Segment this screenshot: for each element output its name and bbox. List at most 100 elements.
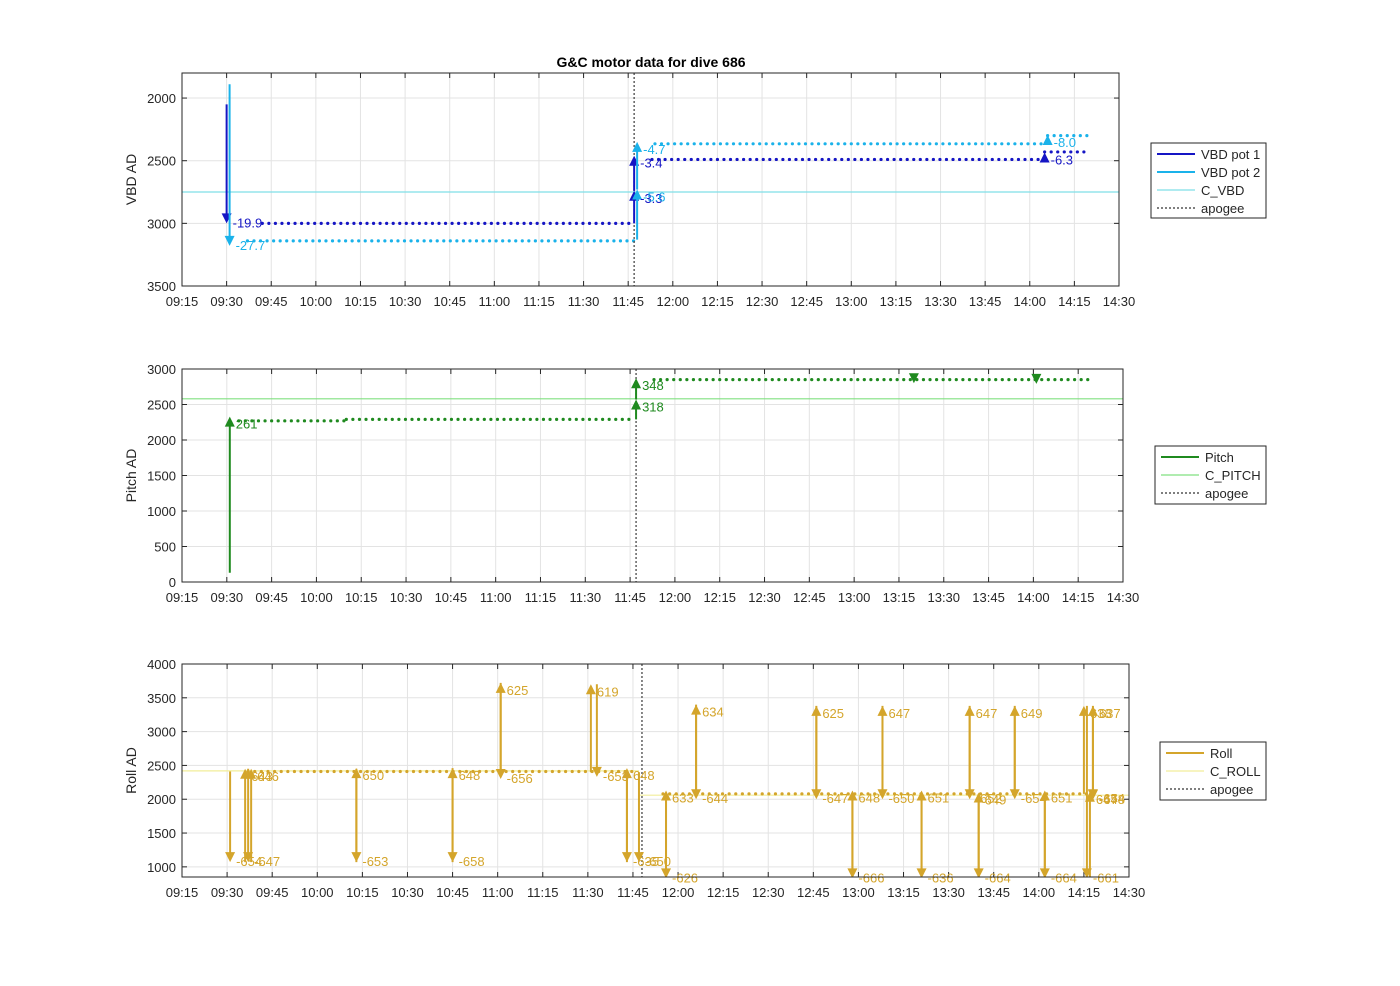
data-point <box>742 157 746 162</box>
x-tick-label: 13:00 <box>842 885 875 900</box>
data-point <box>568 417 572 422</box>
y-tick-label: 1500 <box>147 469 176 484</box>
data-point <box>502 221 507 225</box>
data-point <box>587 417 592 422</box>
data-point <box>748 157 752 162</box>
data-point <box>411 769 416 774</box>
data-point <box>1064 792 1069 796</box>
data-point <box>750 378 755 382</box>
arrow-head <box>847 790 858 801</box>
data-point <box>291 239 295 243</box>
data-point <box>509 221 513 225</box>
data-point <box>757 378 761 382</box>
legend-entry: apogee <box>1201 201 1244 216</box>
data-point <box>964 157 968 162</box>
data-point <box>391 221 395 225</box>
arrow-label: -6.3 <box>1051 153 1073 168</box>
x-tick-label: 11:45 <box>614 590 646 605</box>
arrow-label: -644 <box>702 791 728 806</box>
data-point <box>370 239 374 243</box>
data-point <box>339 221 343 225</box>
data-point <box>985 792 989 796</box>
data-point <box>895 378 899 382</box>
data-point <box>610 769 614 774</box>
arrow-label: -647 <box>254 854 280 869</box>
data-point <box>237 419 241 423</box>
x-tick-label: 14:30 <box>1107 590 1140 605</box>
data-point <box>324 239 328 243</box>
data-point <box>773 792 778 796</box>
data-point <box>681 792 685 796</box>
data-point <box>1078 134 1082 138</box>
y-tick-label: 2500 <box>147 154 176 169</box>
data-point <box>1020 378 1024 382</box>
data-point <box>830 142 834 146</box>
data-point <box>296 419 300 423</box>
data-point <box>592 239 596 243</box>
data-point <box>740 792 744 796</box>
data-point <box>699 142 703 146</box>
data-point <box>972 792 976 796</box>
data-point <box>278 239 282 243</box>
x-tick-label: 12:45 <box>790 294 823 309</box>
data-point <box>1005 792 1009 796</box>
y-tick-label: 3000 <box>147 362 176 377</box>
data-point <box>908 142 912 146</box>
arrow-head <box>631 378 642 389</box>
data-point <box>1062 150 1066 154</box>
data-point <box>1052 134 1056 138</box>
data-point <box>286 221 291 225</box>
legend-entry: C_PITCH <box>1205 468 1261 483</box>
data-point <box>1059 134 1063 138</box>
data-point <box>952 792 956 796</box>
data-point <box>272 769 277 774</box>
data-point <box>436 417 440 422</box>
data-point <box>326 221 330 225</box>
data-point <box>389 239 394 243</box>
data-point <box>790 142 794 146</box>
data-point <box>630 769 634 774</box>
data-point <box>605 239 609 243</box>
data-point <box>678 378 682 382</box>
arrow-label: -4.7 <box>643 142 665 157</box>
data-point <box>768 157 772 162</box>
data-point <box>1026 142 1030 146</box>
data-point <box>1058 792 1062 796</box>
arrow-head <box>973 792 984 803</box>
data-point <box>704 378 709 382</box>
data-point <box>941 378 945 382</box>
data-point <box>1072 134 1076 138</box>
data-point <box>670 157 674 162</box>
data-point <box>496 221 500 225</box>
panel-1: 09:15 09:30 09:45 10:00 10:15 10:30 10:45 11:00… <box>123 72 1267 309</box>
arrow-head <box>246 768 257 779</box>
arrow-label: 649 <box>985 792 1007 807</box>
data-point <box>357 239 361 243</box>
arrow-label: -666 <box>858 870 884 885</box>
data-point <box>411 221 415 225</box>
arrow-label: -664 <box>1051 870 1077 885</box>
data-point <box>839 792 844 796</box>
data-point <box>833 157 837 162</box>
data-point <box>800 157 805 162</box>
x-tick-label: 14:00 <box>1023 885 1056 900</box>
data-point <box>796 378 801 382</box>
data-point <box>245 239 250 243</box>
data-point <box>469 417 473 422</box>
x-tick-label: 12:30 <box>748 590 781 605</box>
data-point <box>280 221 284 225</box>
data-point <box>944 157 949 162</box>
arrow-label: 633 <box>672 790 694 805</box>
data-point <box>583 769 588 774</box>
data-point <box>489 417 493 422</box>
data-point <box>1040 378 1044 382</box>
arrow-label: 619 <box>597 684 619 699</box>
data-point <box>777 378 781 382</box>
x-tick-label: 11:15 <box>523 294 555 309</box>
data-point <box>846 792 850 796</box>
data-point <box>603 769 607 774</box>
x-tick-label: 10:30 <box>389 294 422 309</box>
data-point <box>658 378 663 382</box>
data-point <box>892 792 897 796</box>
